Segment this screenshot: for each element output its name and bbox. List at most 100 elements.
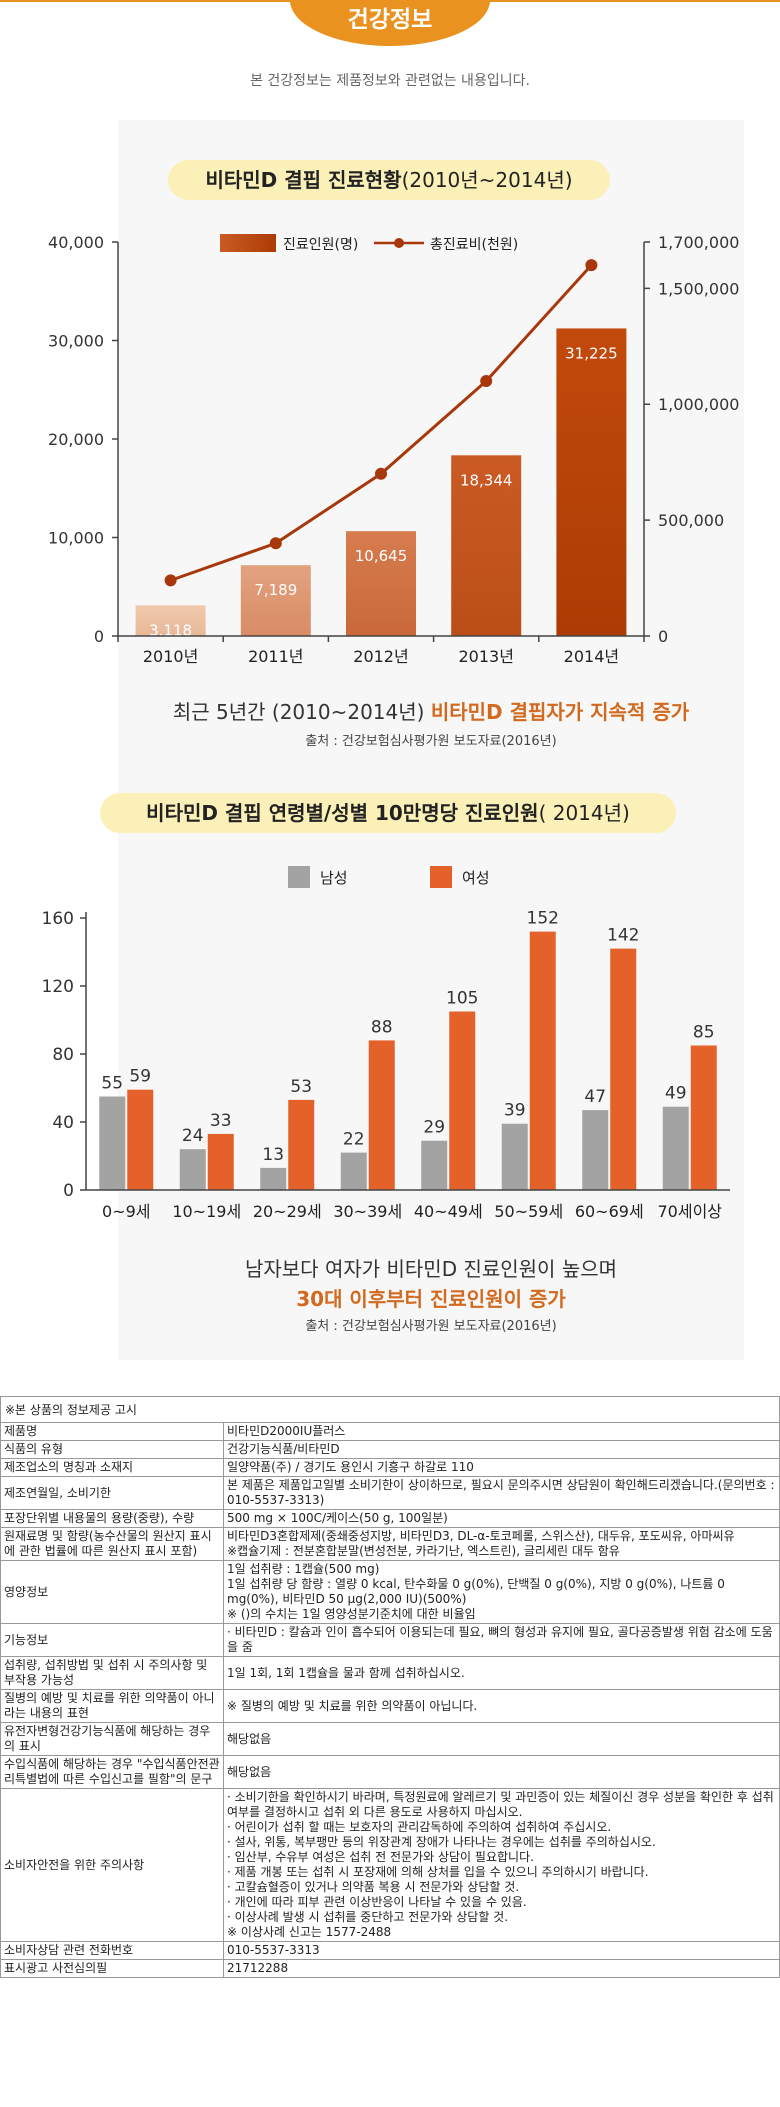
bar-female-value: 85	[693, 1023, 715, 1043]
chart1-title-sub: (2010년~2014년)	[401, 168, 573, 192]
right-tick-label: 0	[658, 627, 668, 646]
y-tick-label: 120	[42, 977, 74, 997]
bar-value-label: 7,189	[254, 581, 297, 599]
notice-value: 비타민D3혼합제제(중쇄중성지방, 비타민D3, DL-α-토코페롤, 스위스산…	[223, 1527, 780, 1561]
right-tick-label: 1,700,000	[658, 233, 739, 252]
notice-row: 질병의 예방 및 치료를 위한 의약품이 아니라는 내용의 표현 ※ 질병의 예방…	[0, 1689, 780, 1723]
notice-row: 식품의 유형 건강기능식품/비타민D	[0, 1440, 780, 1459]
bar-female-value: 152	[527, 909, 559, 929]
notice-key: 포장단위별 내용물의 용량(중량), 수량	[0, 1509, 224, 1528]
chart1-caption-highlight: 비타민D 결핍자가 지속적 증가	[430, 700, 690, 724]
bar-value-label: 18,344	[460, 471, 513, 489]
x-tick-label: 30~39세	[333, 1202, 402, 1221]
notice-row: 원재료명 및 함량(농수산물의 원산지 표시에 관한 법률에 따른 원산지 표시…	[0, 1527, 780, 1561]
right-tick-label: 500,000	[658, 511, 724, 530]
bar-female-6	[529, 931, 556, 1190]
line-point	[585, 259, 598, 272]
bar-value-label: 31,225	[565, 344, 618, 362]
notice-key: 소비자안전을 위한 주의사항	[0, 1788, 224, 1942]
bar-female-value: 33	[210, 1111, 232, 1131]
legend-female-swatch	[430, 866, 452, 888]
bar-patients-4	[451, 455, 522, 636]
legend-male-swatch	[288, 866, 310, 888]
bar-male-value: 13	[262, 1145, 284, 1165]
y-tick-label: 160	[42, 909, 74, 929]
left-tick-label: 20,000	[48, 430, 104, 449]
notice-value: 500 mg × 100C/케이스(50 g, 100일분)	[223, 1509, 780, 1528]
notice-value: 일양약품(주) / 경기도 용인시 기흥구 하갈로 110	[223, 1458, 780, 1477]
notice-value: 해당없음	[223, 1722, 780, 1756]
bar-male-5	[421, 1140, 448, 1190]
left-tick-label: 10,000	[48, 529, 104, 548]
notice-key: 표시광고 사전심의필	[0, 1959, 224, 1978]
bar-female-7	[610, 948, 637, 1190]
bar-patients-1	[135, 605, 206, 636]
notice-value: 본 제품은 제품입고일별 소비기한이 상이하므로, 필요시 문의주시면 상담원이…	[223, 1476, 780, 1510]
chart1-title: 비타민D 결핍 진료현황(2010년~2014년)	[168, 160, 610, 200]
bar-male-value: 55	[101, 1074, 123, 1094]
notice-row: 소비자상담 관련 전화번호 010-5537-3313	[0, 1941, 780, 1960]
notice-value: · 소비기한을 확인하시기 바라며, 특정원료에 알레르기 및 과민증이 있는 …	[223, 1788, 780, 1942]
bar-male-value: 24	[182, 1126, 204, 1146]
bar-female-1	[127, 1089, 154, 1190]
notice-row: 제조연월일, 소비기한 본 제품은 제품입고일별 소비기한이 상이하므로, 필요시…	[0, 1476, 780, 1510]
notice-value: 1일 섭취량 : 1캡슐(500 mg) 1일 섭취량 당 함량 : 열량 0 …	[223, 1560, 780, 1624]
bar-male-4	[340, 1152, 367, 1190]
bar-female-4	[368, 1040, 395, 1190]
notice-key: 식품의 유형	[0, 1440, 224, 1459]
bar-male-3	[260, 1167, 287, 1190]
y-tick-label: 40	[52, 1113, 74, 1133]
chart1-svg: 3,118 7,189 10,645 18,344 31,225 0 10,000 20,0…	[48, 233, 739, 666]
bar-male-value: 47	[584, 1087, 606, 1107]
legend-female-label: 여성	[462, 869, 490, 887]
bar-patients-5	[556, 328, 627, 636]
chart2-title-sub: ( 2014년)	[538, 801, 630, 825]
bar-female-5	[449, 1011, 476, 1190]
bar-male-7	[582, 1110, 609, 1190]
disclaimer-text: 본 건강정보는 제품정보와 관련없는 내용입니다.	[250, 73, 530, 89]
notice-row: 소비자안전을 위한 주의사항 · 소비기한을 확인하시기 바라며, 특정원료에 알…	[0, 1788, 780, 1942]
bar-male-value: 49	[665, 1084, 687, 1104]
bar-male-1	[99, 1096, 126, 1190]
notice-value: 010-5537-3313	[223, 1941, 780, 1960]
notice-key: 소비자상담 관련 전화번호	[0, 1941, 224, 1960]
bar-male-8	[662, 1106, 689, 1190]
left-tick-label: 0	[94, 627, 104, 646]
line-point	[480, 375, 493, 388]
bar-male-6	[501, 1123, 528, 1190]
legend-bar-swatch	[220, 234, 276, 252]
chart2-source: 출처 : 건강보험심사평가원 보도자료(2016년)	[305, 1319, 557, 1334]
x-tick-label: 40~49세	[414, 1202, 483, 1221]
x-tick-label: 70세이상	[657, 1202, 722, 1221]
notice-value: 1일 1회, 1회 1캡슐을 물과 함께 섭취하십시오.	[223, 1656, 780, 1690]
x-tick-label: 2012년	[353, 647, 408, 666]
notice-key: 유전자변형건강기능식품에 해당하는 경우의 표시	[0, 1722, 224, 1756]
right-tick-label: 1,500,000	[658, 279, 739, 298]
chart2-title-main: 비타민D 결핍 연령별/성별 10만명당 진료인원	[146, 801, 539, 825]
notice-key: 기능정보	[0, 1623, 224, 1657]
notice-row: 포장단위별 내용물의 용량(중량), 수량 500 mg × 100C/케이스(5…	[0, 1509, 780, 1528]
chart2-title: 비타민D 결핍 연령별/성별 10만명당 진료인원( 2014년)	[100, 793, 676, 833]
notice-key: 영양정보	[0, 1560, 224, 1624]
notice-key: 수입식품에 해당하는 경우 "수입식품안전관리특별법에 따른 수입신고를 필함"…	[0, 1755, 224, 1789]
notice-key: 원재료명 및 함량(농수산물의 원산지 표시에 관한 법률에 따른 원산지 표시…	[0, 1527, 224, 1561]
bar-value-label: 10,645	[355, 547, 408, 565]
notice-value: 비타민D2000IU플러스	[223, 1422, 780, 1441]
bar-female-value: 105	[446, 989, 478, 1009]
chart1-caption-prefix: 최근 5년간 (2010~2014년)	[172, 700, 431, 724]
line-point	[375, 467, 387, 480]
line-point	[269, 537, 282, 550]
bar-male-value: 29	[423, 1118, 445, 1138]
left-tick-label: 40,000	[48, 233, 104, 252]
right-tick-label: 1,000,000	[658, 395, 739, 414]
bar-female-value: 88	[371, 1017, 393, 1037]
notice-key: 제조업소의 명칭과 소재지	[0, 1458, 224, 1477]
notice-value: · 비타민D : 칼슘과 인이 흡수되어 이용되는데 필요, 뼈의 형성과 유지…	[223, 1623, 780, 1657]
legend-line-label: 총진료비(천원)	[430, 237, 518, 253]
legend-bar-label: 진료인원(명)	[283, 237, 358, 253]
x-tick-label: 0~9세	[102, 1202, 151, 1221]
chart2-caption-line2: 30대 이후부터 진료인원이 증가	[296, 1287, 566, 1311]
left-tick-label: 30,000	[48, 332, 104, 351]
notice-row: 제조업소의 명칭과 소재지 일양약품(주) / 경기도 용인시 기흥구 하갈로 1…	[0, 1458, 780, 1477]
bar-male-value: 39	[504, 1101, 526, 1121]
